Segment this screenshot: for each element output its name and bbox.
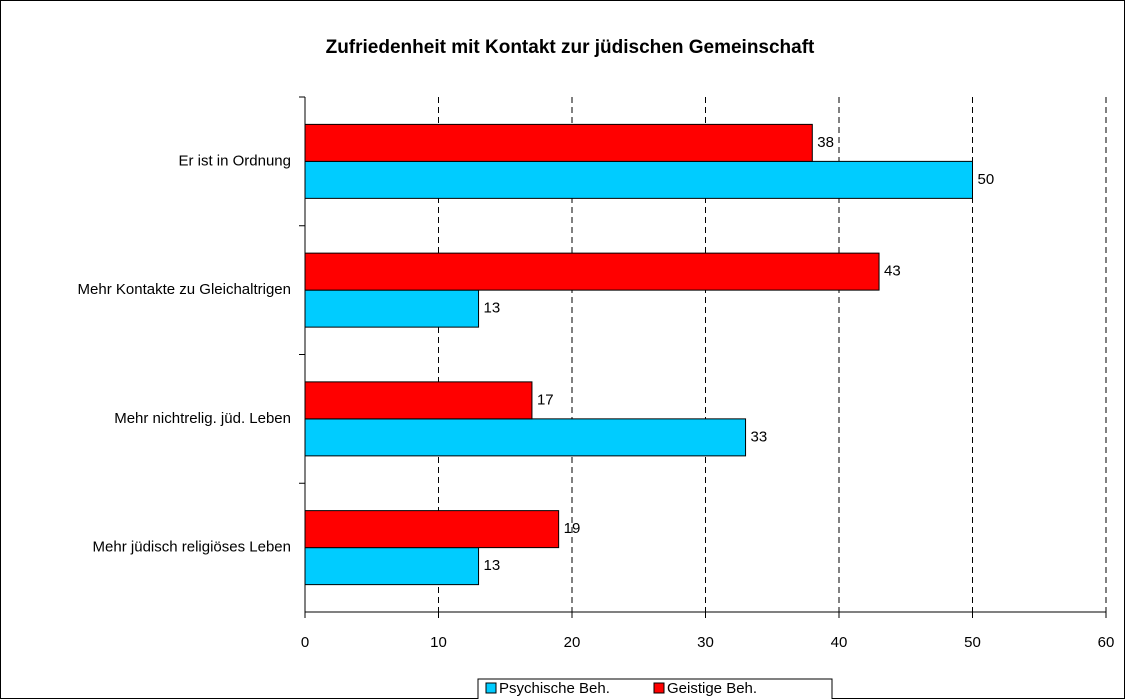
- bar: [304, 547, 480, 586]
- x-tick-label: 10: [430, 634, 447, 651]
- y-tick-label: Mehr Kontakte zu Gleichaltrigen: [78, 281, 291, 298]
- y-tick-label: Mehr nichtrelig. jüd. Leben: [114, 410, 291, 427]
- data-label: 38: [817, 134, 834, 151]
- bar: [304, 160, 973, 199]
- chart-title: Zufriedenheit mit Kontakt zur jüdischen …: [326, 37, 815, 58]
- data-label: 17: [537, 391, 554, 408]
- data-label: 13: [484, 300, 501, 317]
- data-label: 19: [564, 520, 581, 537]
- y-tick-label: Er ist in Ordnung: [178, 152, 291, 169]
- data-label: 50: [978, 171, 995, 188]
- legend-swatch: [653, 682, 665, 694]
- bar: [304, 123, 813, 162]
- x-tick-label: 60: [1098, 634, 1115, 651]
- legend-swatch: [485, 682, 497, 694]
- x-tick-label: 0: [301, 634, 309, 651]
- x-tick-label: 50: [964, 634, 981, 651]
- legend-label: Geistige Beh.: [667, 680, 757, 697]
- x-tick-label: 30: [697, 634, 714, 651]
- bar: [304, 418, 747, 457]
- y-tick-label: Mehr jüdisch religiöses Leben: [93, 539, 291, 556]
- bar: [304, 252, 880, 291]
- bar: [304, 510, 560, 549]
- data-label: 33: [751, 428, 768, 445]
- bar: [304, 289, 480, 328]
- data-label: 13: [484, 557, 501, 574]
- bar: [304, 381, 533, 420]
- legend-label: Psychische Beh.: [499, 680, 610, 697]
- data-label: 43: [884, 263, 901, 280]
- x-tick-label: 40: [831, 634, 848, 651]
- x-tick-label: 20: [564, 634, 581, 651]
